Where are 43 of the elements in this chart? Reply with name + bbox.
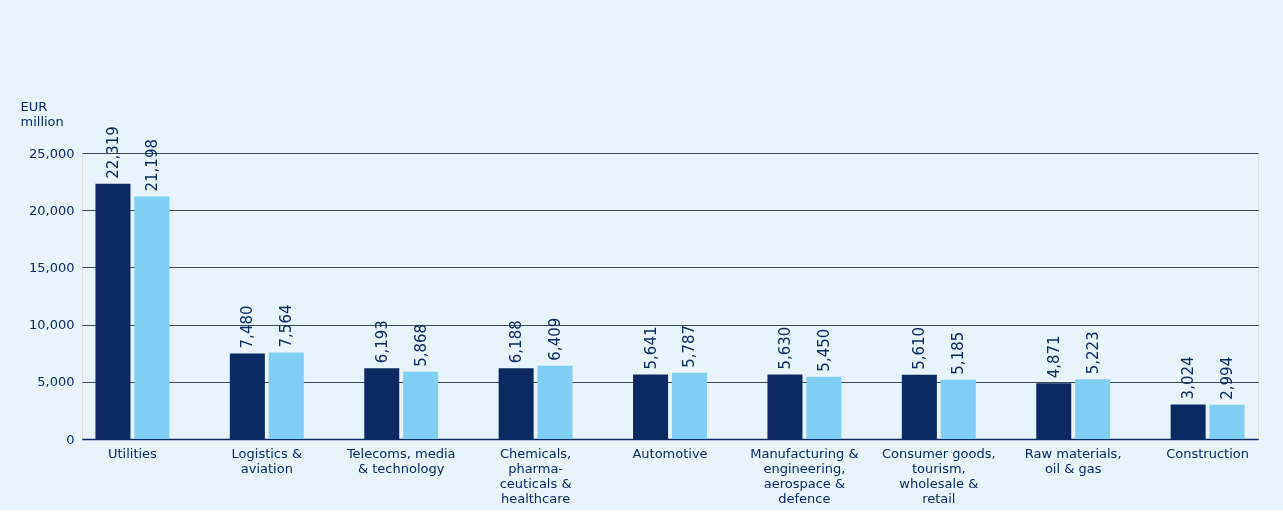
data-label: 5,630 — [775, 326, 794, 370]
data-label: 5,450 — [814, 328, 833, 372]
x-tick-label: Consumer goods, tourism, wholesale & retail — [881, 445, 996, 506]
bar — [806, 376, 842, 439]
x-tick-label: Utilities — [107, 445, 158, 461]
bar — [1209, 404, 1245, 439]
y-tick-label: 5,000 — [37, 374, 75, 390]
data-label: 6,409 — [546, 317, 565, 361]
x-tick-label: Telecoms, media & technology — [345, 445, 456, 476]
bar — [134, 196, 170, 439]
data-label: 7,564 — [277, 304, 296, 348]
data-label: 5,868 — [411, 323, 430, 367]
y-tick-label: 15,000 — [29, 259, 75, 275]
bar — [1075, 379, 1111, 439]
data-label: 5,610 — [910, 326, 929, 370]
x-tick-label: Logistics & aviation — [231, 445, 303, 476]
bar — [671, 372, 707, 439]
x-tick-label: Construction — [1166, 445, 1249, 461]
y-tick-label: 10,000 — [29, 317, 75, 333]
data-label: 4,871 — [1044, 335, 1063, 379]
x-tick-label: Automotive — [632, 445, 708, 461]
x-tick-label: Manufacturing & engineering, aerospace & defence — [750, 445, 859, 506]
data-label: 21,198 — [142, 138, 161, 192]
bar — [268, 352, 304, 439]
y-tick-label: 0 — [66, 431, 75, 447]
bar — [537, 365, 573, 439]
data-label: 5,641 — [641, 326, 660, 370]
data-label: 5,223 — [1083, 331, 1102, 375]
bar — [940, 379, 976, 439]
y-axis-title: EUR million — [20, 98, 64, 129]
data-label: 6,193 — [372, 320, 391, 364]
data-label: 5,185 — [949, 331, 968, 375]
data-label: 2,994 — [1218, 356, 1237, 400]
data-label: 7,480 — [238, 305, 257, 349]
x-tick-label: Chemicals, pharma-ceuticals & healthcare — [499, 445, 572, 506]
data-label: 5,787 — [680, 324, 699, 368]
data-label: 22,319 — [103, 126, 122, 179]
bar — [403, 371, 439, 439]
y-tick-label: 25,000 — [29, 145, 75, 161]
data-label: 3,024 — [1179, 356, 1198, 400]
y-tick-label: 20,000 — [29, 202, 75, 218]
x-tick-label: Raw materials, oil & gas — [1024, 445, 1122, 476]
data-label: 6,188 — [507, 320, 526, 364]
